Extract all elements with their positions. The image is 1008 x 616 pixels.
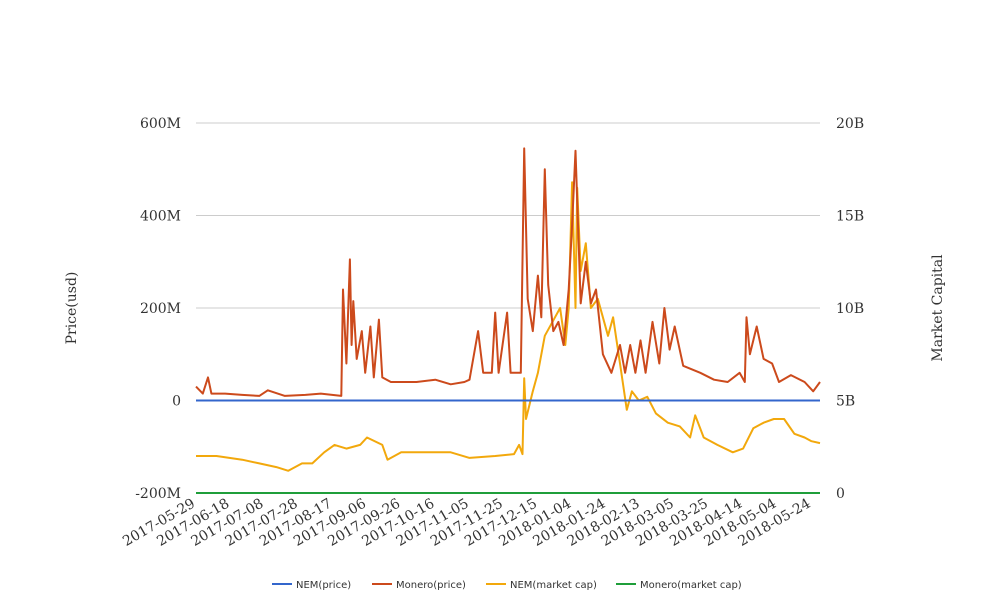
y-axis-right-ticks: 20B 15B 10B 5B 0 bbox=[836, 116, 864, 502]
y-right-tick-label: 0 bbox=[836, 486, 845, 502]
y-axis-left-ticks: 600M 400M 200M 0 -200M bbox=[135, 116, 181, 502]
y-left-tick-label: 200M bbox=[140, 301, 181, 317]
series-lines bbox=[195, 147, 821, 494]
legend-label: NEM(price) bbox=[296, 580, 351, 591]
legend-label: Monero(price) bbox=[396, 580, 466, 591]
y-right-tick-label: 10B bbox=[836, 301, 864, 317]
legend-label: NEM(market cap) bbox=[510, 580, 597, 591]
y-right-tick-label: 20B bbox=[836, 116, 864, 132]
y-axis-right-title: Market Capital bbox=[930, 254, 946, 362]
series-line-nem-market-cap bbox=[196, 181, 821, 472]
y-right-tick-label: 5B bbox=[836, 394, 855, 410]
y-axis-left-title: Price(usd) bbox=[64, 272, 80, 345]
gridlines bbox=[196, 122, 820, 494]
series-line-monero-price bbox=[195, 147, 821, 397]
legend: NEM(price) Monero(price) NEM(market cap) Mo… bbox=[272, 580, 742, 591]
y-left-tick-label: 600M bbox=[140, 116, 181, 132]
legend-label: Monero(market cap) bbox=[640, 580, 742, 591]
y-left-tick-label: 0 bbox=[172, 394, 181, 410]
y-right-tick-label: 15B bbox=[836, 209, 864, 225]
y-left-tick-label: -200M bbox=[135, 486, 181, 502]
x-axis-ticks: 2017-05-292017-06-182017-07-082017-07-28… bbox=[120, 496, 813, 550]
y-left-tick-label: 400M bbox=[140, 209, 181, 225]
